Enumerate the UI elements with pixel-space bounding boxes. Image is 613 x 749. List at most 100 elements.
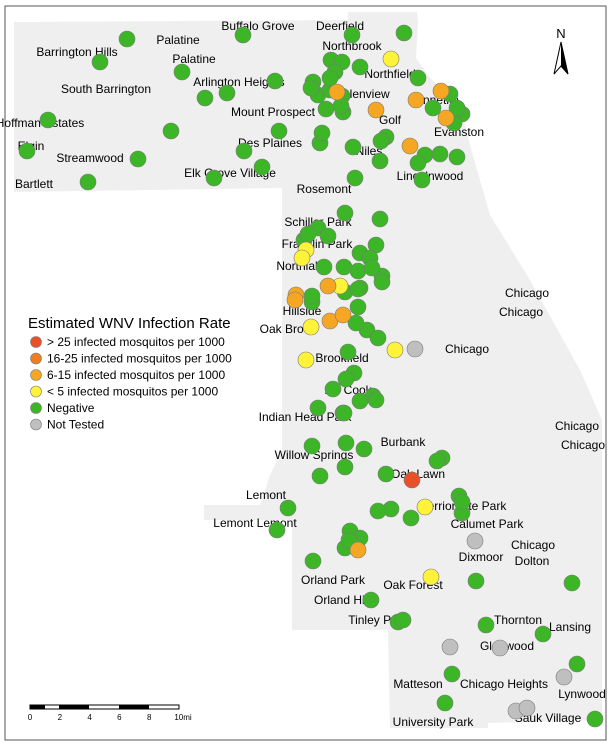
place-label: Burbank bbox=[381, 435, 427, 449]
place-label: Lincolnwood bbox=[397, 169, 464, 183]
site-marker-neg bbox=[79, 173, 97, 191]
site-marker-nt bbox=[441, 638, 459, 656]
place-label: Arlington Heights bbox=[193, 75, 284, 89]
site-marker-neg bbox=[205, 169, 223, 187]
site-marker-neg bbox=[351, 392, 369, 410]
site-marker-neg bbox=[303, 437, 321, 455]
site-marker-neg bbox=[395, 24, 413, 42]
site-marker-neg bbox=[371, 152, 389, 170]
site-marker-neg bbox=[266, 72, 284, 90]
site-marker-neg bbox=[234, 26, 252, 44]
site-marker-r6 bbox=[319, 277, 337, 295]
scale-tick-label: 0 bbox=[28, 713, 33, 722]
site-marker-r5 bbox=[293, 249, 311, 267]
site-marker-neg bbox=[313, 124, 331, 142]
site-marker-neg bbox=[337, 370, 355, 388]
legend-swatch-nt bbox=[30, 418, 42, 431]
site-marker-neg bbox=[367, 391, 385, 409]
site-marker-r6 bbox=[334, 306, 352, 324]
north-arrow-label: N bbox=[556, 26, 565, 41]
site-marker-neg bbox=[268, 521, 286, 539]
site-marker-r25 bbox=[403, 471, 421, 489]
site-marker-neg bbox=[218, 84, 236, 102]
site-marker-nt bbox=[491, 639, 509, 657]
site-marker-neg bbox=[467, 572, 485, 590]
place-label: Glenview bbox=[340, 87, 390, 101]
place-label: South Barrington bbox=[61, 82, 151, 96]
place-label: Chicago bbox=[555, 419, 599, 433]
site-marker-neg bbox=[321, 69, 339, 87]
site-marker-r6 bbox=[367, 101, 385, 119]
site-marker-neg bbox=[319, 227, 337, 245]
place-label: Chicago bbox=[561, 438, 605, 452]
place-label: Lansing bbox=[549, 620, 591, 634]
place-label: Indian Head Park bbox=[259, 410, 353, 424]
place-label: Chicago bbox=[445, 342, 489, 356]
scale-tick-label: 6 bbox=[117, 713, 122, 722]
place-label: Calumet Park bbox=[451, 517, 525, 531]
place-label: Chicago bbox=[505, 286, 549, 300]
site-marker-neg bbox=[369, 329, 387, 347]
site-marker-neg bbox=[394, 611, 412, 629]
site-marker-neg bbox=[303, 287, 321, 305]
site-marker-neg bbox=[309, 399, 327, 417]
place-label: Dixmoor bbox=[459, 550, 504, 564]
place-label: Orland Hills bbox=[314, 593, 376, 607]
site-marker-neg bbox=[568, 655, 586, 673]
place-label: Chicago bbox=[499, 305, 543, 319]
site-marker-neg bbox=[336, 204, 354, 222]
site-marker-neg bbox=[448, 99, 466, 117]
site-marker-neg bbox=[302, 79, 320, 97]
scale-tick-label: 10mi bbox=[174, 713, 192, 722]
place-label: Bartlett bbox=[15, 177, 54, 191]
site-marker-neg bbox=[409, 69, 427, 87]
legend-swatch-neg bbox=[30, 402, 42, 414]
site-marker-neg bbox=[369, 502, 387, 520]
place-label: Evanston bbox=[434, 125, 484, 139]
site-marker-r6 bbox=[328, 83, 346, 101]
site-marker-neg bbox=[371, 210, 389, 228]
site-marker-nt bbox=[466, 532, 484, 550]
site-marker-neg bbox=[563, 574, 581, 592]
place-label: Chicago bbox=[511, 538, 555, 552]
place-label: Lemont bbox=[246, 488, 287, 502]
legend-swatch-r25 bbox=[30, 336, 42, 348]
place-label: Matteson bbox=[393, 677, 442, 691]
site-marker-neg bbox=[335, 404, 353, 422]
legend: Estimated WNV Infection Rate > 25 infect… bbox=[28, 315, 232, 432]
legend-label-r25: > 25 infected mosquitos per 1000 bbox=[47, 335, 225, 349]
site-marker-neg bbox=[18, 142, 36, 160]
site-marker-neg bbox=[270, 122, 288, 140]
place-label: Thornton bbox=[494, 613, 542, 627]
site-marker-neg bbox=[363, 259, 381, 277]
legend-label-r5: < 5 infected mosquitos per 1000 bbox=[47, 385, 218, 399]
site-marker-neg bbox=[129, 150, 147, 168]
site-marker-neg bbox=[428, 452, 446, 470]
site-marker-neg bbox=[349, 262, 367, 280]
site-marker-neg bbox=[335, 258, 353, 276]
legend-label-nt: Not Tested bbox=[47, 418, 104, 432]
site-marker-neg bbox=[424, 99, 442, 117]
site-marker-neg bbox=[299, 225, 317, 243]
scale-tick-label: 4 bbox=[87, 713, 92, 722]
site-marker-neg bbox=[431, 145, 449, 163]
site-marker-r6 bbox=[437, 109, 455, 127]
site-marker-neg bbox=[355, 440, 373, 458]
site-marker-neg bbox=[253, 158, 271, 176]
site-marker-nt bbox=[555, 668, 573, 686]
site-marker-r6 bbox=[286, 291, 304, 309]
site-marker-neg bbox=[372, 132, 390, 150]
site-marker-neg bbox=[173, 63, 191, 81]
site-marker-neg bbox=[413, 171, 431, 189]
site-marker-neg bbox=[235, 142, 253, 160]
legend-label-r6: 6-15 infected mosquitos per 1000 bbox=[47, 368, 225, 382]
site-marker-neg bbox=[304, 552, 322, 570]
site-marker-neg bbox=[344, 138, 362, 156]
site-marker-r5 bbox=[422, 568, 440, 586]
legend-swatch-r6 bbox=[30, 369, 42, 381]
site-marker-r5 bbox=[416, 498, 434, 516]
place-label: Dolton bbox=[515, 554, 550, 568]
place-label: Golf bbox=[379, 113, 402, 127]
